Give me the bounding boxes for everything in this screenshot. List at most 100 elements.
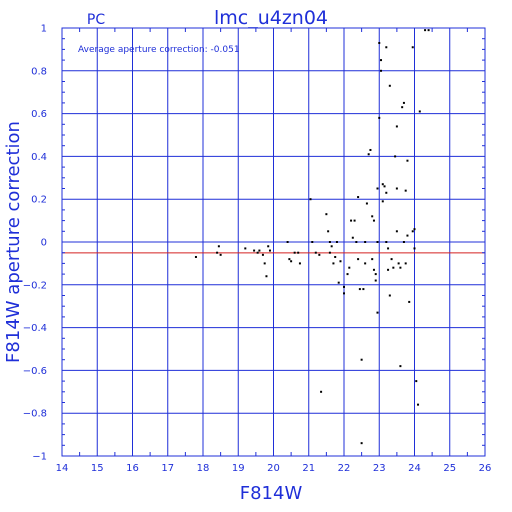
data-point: [367, 153, 370, 156]
data-point: [357, 258, 360, 261]
data-point: [360, 442, 363, 445]
data-point: [402, 101, 405, 104]
data-point: [371, 258, 374, 261]
data-point: [383, 185, 386, 188]
data-point: [415, 380, 418, 383]
data-point: [328, 241, 331, 243]
data-point: [394, 155, 397, 158]
data-point: [357, 196, 360, 199]
y-tick-label: 1: [41, 24, 47, 35]
x-tick-label: 25: [443, 463, 456, 474]
data-points: [194, 29, 430, 445]
data-point: [399, 266, 402, 269]
data-point: [374, 273, 377, 276]
data-point: [385, 46, 388, 49]
data-point: [408, 300, 411, 303]
data-point: [320, 390, 323, 393]
data-point: [288, 258, 291, 261]
data-point: [325, 213, 328, 216]
data-point: [364, 241, 367, 243]
data-point: [351, 236, 354, 239]
y-axis-label: F814W aperture correction: [3, 121, 24, 363]
y-tick-label: 0.2: [31, 195, 47, 206]
data-point: [360, 358, 363, 361]
data-point: [290, 260, 293, 263]
y-tick-label: 0.6: [31, 109, 47, 120]
x-tick-label: 14: [56, 463, 69, 474]
data-point: [343, 285, 345, 288]
data-point: [390, 258, 393, 261]
data-point: [424, 29, 427, 32]
data-point: [364, 262, 367, 265]
data-point: [263, 262, 266, 265]
x-tick-label: 15: [91, 463, 104, 474]
chart-title: lmc_u4zn04: [214, 7, 328, 29]
data-point: [372, 268, 375, 271]
data-point: [392, 266, 395, 269]
data-point: [378, 116, 381, 119]
data-point: [362, 288, 365, 291]
data-point: [365, 202, 368, 205]
average-annotation: Average aperture correction: -0.051: [78, 45, 240, 55]
data-point: [268, 249, 271, 252]
y-tick-label: −0.6: [23, 366, 47, 377]
data-point: [298, 262, 301, 265]
data-point: [381, 183, 384, 186]
data-point: [334, 255, 337, 258]
data-point: [406, 159, 409, 162]
data-point: [387, 268, 390, 271]
data-point: [358, 288, 361, 291]
x-tick-label: 20: [267, 463, 280, 474]
data-point: [265, 275, 268, 278]
data-point: [387, 247, 390, 250]
data-point: [378, 41, 381, 44]
data-point: [402, 241, 405, 243]
data-point: [401, 106, 404, 109]
data-point: [339, 260, 342, 263]
data-point: [413, 228, 416, 231]
x-tick-label: 16: [126, 463, 139, 474]
y-tick-label: 0.8: [31, 66, 47, 77]
data-point: [353, 219, 356, 222]
data-point: [395, 187, 398, 190]
y-tick-label: −1: [32, 452, 47, 463]
data-point: [350, 219, 353, 222]
data-point: [427, 29, 430, 32]
data-point: [261, 253, 264, 256]
data-point: [385, 191, 388, 194]
data-point: [258, 249, 261, 252]
data-point: [343, 292, 345, 295]
data-point: [388, 84, 391, 87]
data-point: [385, 241, 388, 243]
data-point: [335, 241, 338, 243]
x-tick-label: 22: [338, 463, 351, 474]
tick-labels: 14 15 16 17 18 19 20 21 22 23 24 25 26 −1 −0.8 −0.6 −0.4…: [23, 24, 492, 475]
data-point: [388, 294, 391, 297]
data-point: [413, 247, 416, 250]
data-point: [369, 148, 372, 151]
data-point: [328, 251, 331, 254]
data-point: [417, 403, 420, 406]
data-point: [380, 59, 383, 62]
data-point: [372, 219, 375, 222]
y-tick-label: 0.4: [31, 152, 47, 163]
data-point: [330, 245, 333, 248]
x-tick-label: 24: [408, 463, 421, 474]
data-point: [374, 279, 377, 282]
reference-lines: [62, 241, 485, 254]
data-point: [399, 365, 402, 368]
data-point: [404, 189, 407, 192]
data-point: [397, 262, 400, 265]
corner-label: PC: [87, 12, 105, 28]
data-point: [371, 215, 374, 218]
x-tick-label: 21: [302, 463, 315, 474]
x-tick-label: 17: [161, 463, 174, 474]
x-tick-label: 19: [232, 463, 245, 474]
data-point: [381, 200, 384, 203]
y-tick-label: −0.8: [23, 409, 47, 420]
y-tick-label: −0.2: [23, 280, 47, 291]
data-point: [216, 251, 219, 254]
data-point: [411, 46, 414, 49]
